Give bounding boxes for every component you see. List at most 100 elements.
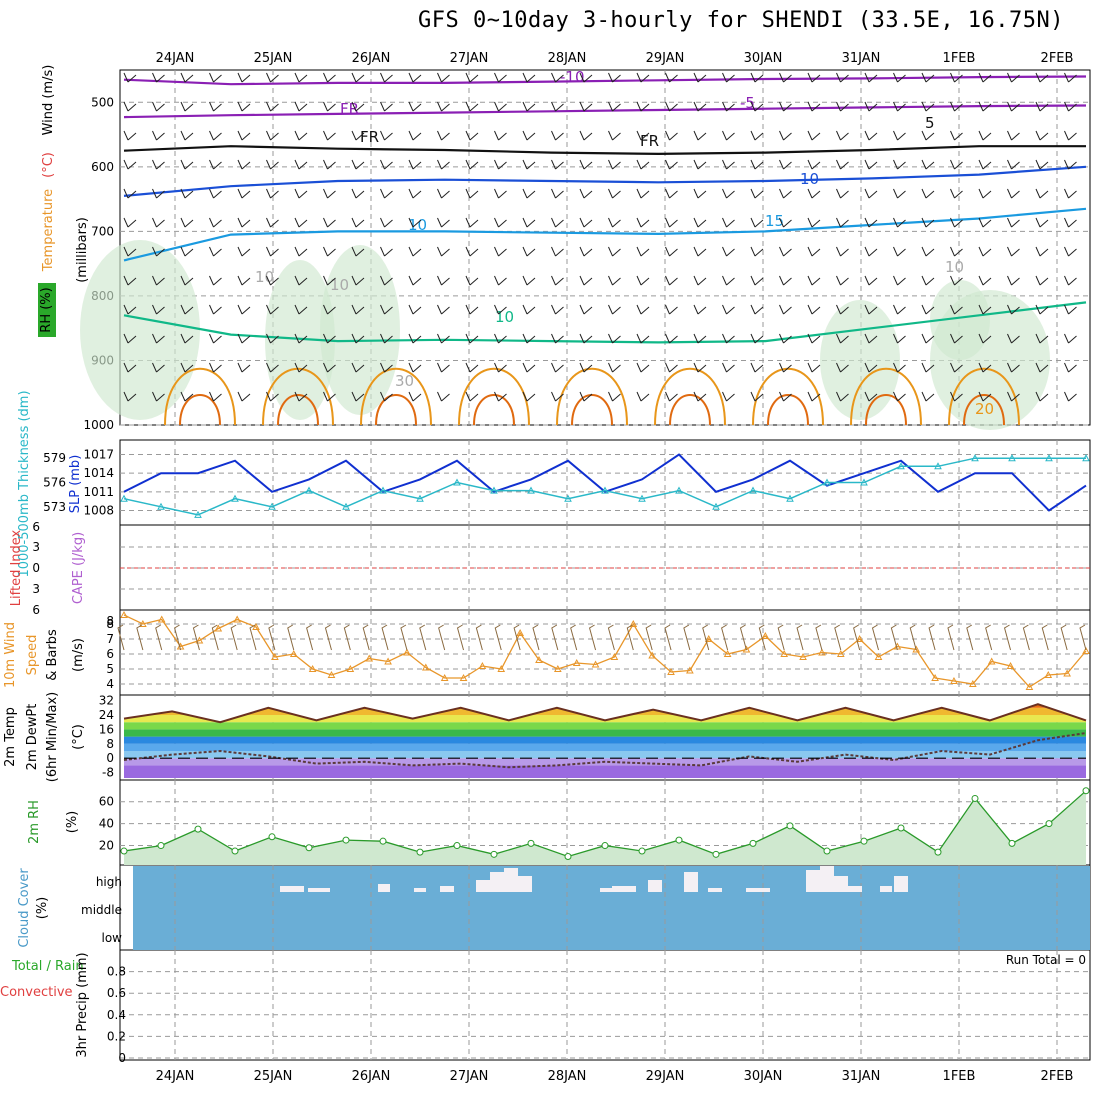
wind-barb xyxy=(437,304,450,315)
wind-barb xyxy=(807,333,821,344)
contour-label: 10 xyxy=(945,258,964,276)
temperature-tick-label: 0 xyxy=(106,751,114,765)
wind-barb xyxy=(294,188,308,199)
surface-wind-barb xyxy=(381,624,389,651)
wind-barb xyxy=(579,217,593,228)
wind-barb xyxy=(779,391,792,402)
slp-tick-label: 1017 xyxy=(83,447,114,461)
wind-barb xyxy=(779,188,792,199)
wind-speed-line xyxy=(123,614,1087,688)
wind-barb xyxy=(921,304,935,315)
temperature-tick-label: 16 xyxy=(99,722,114,736)
wind-barb xyxy=(408,304,422,315)
wind-barb xyxy=(665,304,678,315)
wind-barb xyxy=(494,246,507,257)
thickness-marker xyxy=(305,486,313,494)
wind-speed-marker xyxy=(1044,670,1053,678)
wind-barb xyxy=(323,275,336,286)
wind-barb xyxy=(779,304,792,315)
rh-shading xyxy=(820,300,900,420)
surface-wind-barb xyxy=(400,624,408,651)
wind-barb xyxy=(152,333,165,344)
thickness-line xyxy=(123,457,1086,516)
wind-barb xyxy=(950,72,963,83)
date-label-bottom: 28JAN xyxy=(548,1069,587,1084)
surface-wind-barb xyxy=(834,624,842,651)
wind-barb xyxy=(807,72,821,83)
warm-contour-line xyxy=(963,394,1005,426)
wind-barb xyxy=(437,391,450,402)
wind-barb xyxy=(750,159,764,170)
rh-marker xyxy=(379,837,387,845)
wind-barb xyxy=(864,391,878,402)
wind-barb xyxy=(722,246,735,257)
rh-marker xyxy=(638,847,646,855)
high-cloud-bar xyxy=(880,886,892,892)
wind-barb xyxy=(1007,304,1020,315)
wind-axis-subtitle2: & Barbs xyxy=(45,629,60,681)
wind-barb xyxy=(636,275,650,286)
wind-barb xyxy=(237,130,251,141)
contour-label: 10 xyxy=(495,308,514,326)
wind-speed-marker xyxy=(572,658,581,666)
temperature-band xyxy=(124,765,1086,778)
wind-barb xyxy=(323,304,336,315)
precip-axis-title: 3hr Precip (mm) xyxy=(75,952,90,1057)
wind-barb xyxy=(408,188,422,199)
wind-barb xyxy=(978,130,992,141)
wind-barb xyxy=(779,275,792,286)
wind-barb xyxy=(836,72,849,83)
wind-barb xyxy=(893,188,906,199)
wind-barb xyxy=(665,217,678,228)
wind-barb xyxy=(722,159,735,170)
wind-barb xyxy=(1035,275,1049,286)
wind-barb xyxy=(551,159,564,170)
wind-barb xyxy=(779,246,792,257)
wind-barb xyxy=(779,333,792,344)
wind-barb xyxy=(750,130,764,141)
high-cloud-bar xyxy=(648,880,662,892)
wind-barb xyxy=(1035,72,1049,83)
wind-barb xyxy=(152,72,165,83)
high-cloud-bar xyxy=(600,888,618,892)
wind-barb xyxy=(893,362,906,373)
thickness-marker xyxy=(1045,454,1053,462)
wind-barb xyxy=(779,217,792,228)
wind-barb xyxy=(380,159,393,170)
temperature-band xyxy=(124,722,1086,730)
wind-barb xyxy=(437,188,450,199)
wind-barb xyxy=(266,391,279,402)
wind-barb xyxy=(722,333,735,344)
rh-marker xyxy=(305,844,313,852)
wind-barb xyxy=(237,246,251,257)
thickness-marker xyxy=(564,494,572,502)
wind-barb xyxy=(266,217,279,228)
wind-barb xyxy=(608,391,621,402)
wind-barb xyxy=(494,159,507,170)
surface-wind-barb xyxy=(1041,624,1049,651)
wind-speed-marker xyxy=(742,645,751,653)
high-cloud-bar xyxy=(820,866,834,892)
lifted-index-tick-label: 0 xyxy=(32,561,40,575)
wind-tick-label: 8 xyxy=(106,614,114,628)
warm-contour-line xyxy=(752,367,824,426)
wind-barb xyxy=(380,188,393,199)
wind-speed-marker xyxy=(289,649,298,657)
wind-barb xyxy=(380,391,393,402)
wind-barb xyxy=(950,304,963,315)
wind-barb xyxy=(522,101,536,112)
wind-barb xyxy=(978,246,992,257)
wind-barb xyxy=(266,101,279,112)
wind-barb xyxy=(1007,333,1020,344)
rh-shading xyxy=(265,260,335,420)
wind-speed-marker xyxy=(308,664,317,672)
high-cloud-bar xyxy=(378,884,390,892)
date-label-bottom: 25JAN xyxy=(254,1069,293,1084)
warm-contour-line xyxy=(948,367,1020,426)
wind-barb xyxy=(722,188,735,199)
surface-wind-barb xyxy=(871,624,879,651)
wind-barb xyxy=(494,304,507,315)
wind-barb xyxy=(750,217,764,228)
wind-barb xyxy=(950,130,963,141)
wind-barb xyxy=(437,72,450,83)
